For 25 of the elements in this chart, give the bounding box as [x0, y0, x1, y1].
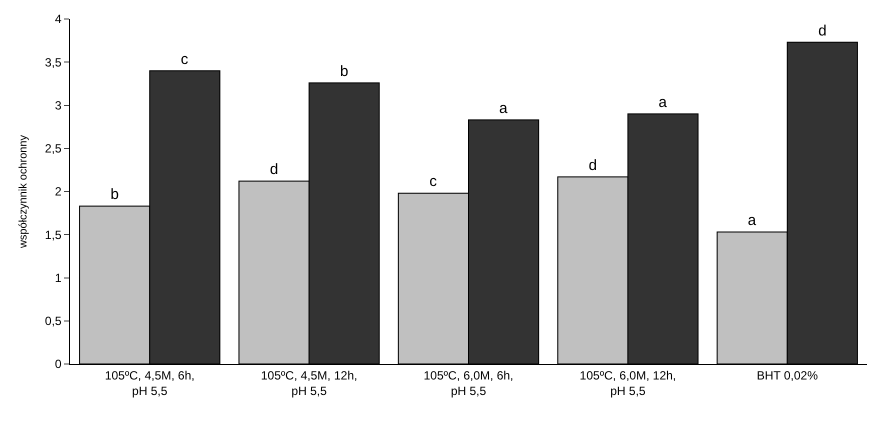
x-tick-label: BHT 0,02%: [756, 368, 818, 382]
data-label: d: [588, 156, 597, 174]
x-tick-label: 105ºC, 4,5M, 6h, pH 5,5: [104, 368, 195, 398]
y-tick-label: 0: [54, 357, 62, 372]
y-tick-label: 3,5: [44, 55, 62, 70]
y-tick-label: 1: [54, 270, 62, 285]
data-label: b: [340, 62, 348, 80]
y-tick-label: 2,5: [44, 142, 62, 156]
data-label: a: [748, 212, 757, 230]
x-tick-label: 105ºC, 6,0M, 12h, pH 5,5: [580, 368, 676, 398]
data-label: c: [429, 173, 438, 190]
y-tick-label: 1,5: [44, 228, 62, 242]
y-tick-label: 4: [54, 12, 62, 26]
data-label: a: [658, 94, 668, 111]
y-tick-label: 3: [54, 98, 62, 112]
y-axis-title: współczynnik ochronny: [18, 134, 30, 250]
data-label: d: [270, 161, 278, 178]
y-tick-label: 0,5: [44, 314, 62, 328]
data-label: b: [110, 186, 119, 204]
data-label: d: [818, 22, 827, 40]
data-label: c: [180, 50, 189, 68]
x-tick-label: 105ºC, 6,0M, 6h, pH 5,5: [424, 368, 514, 398]
y-tick-label: 2: [54, 184, 62, 199]
x-tick-label: 105ºC, 4,5M, 12h, pH 5,5: [260, 368, 358, 398]
data-label: a: [499, 100, 508, 117]
